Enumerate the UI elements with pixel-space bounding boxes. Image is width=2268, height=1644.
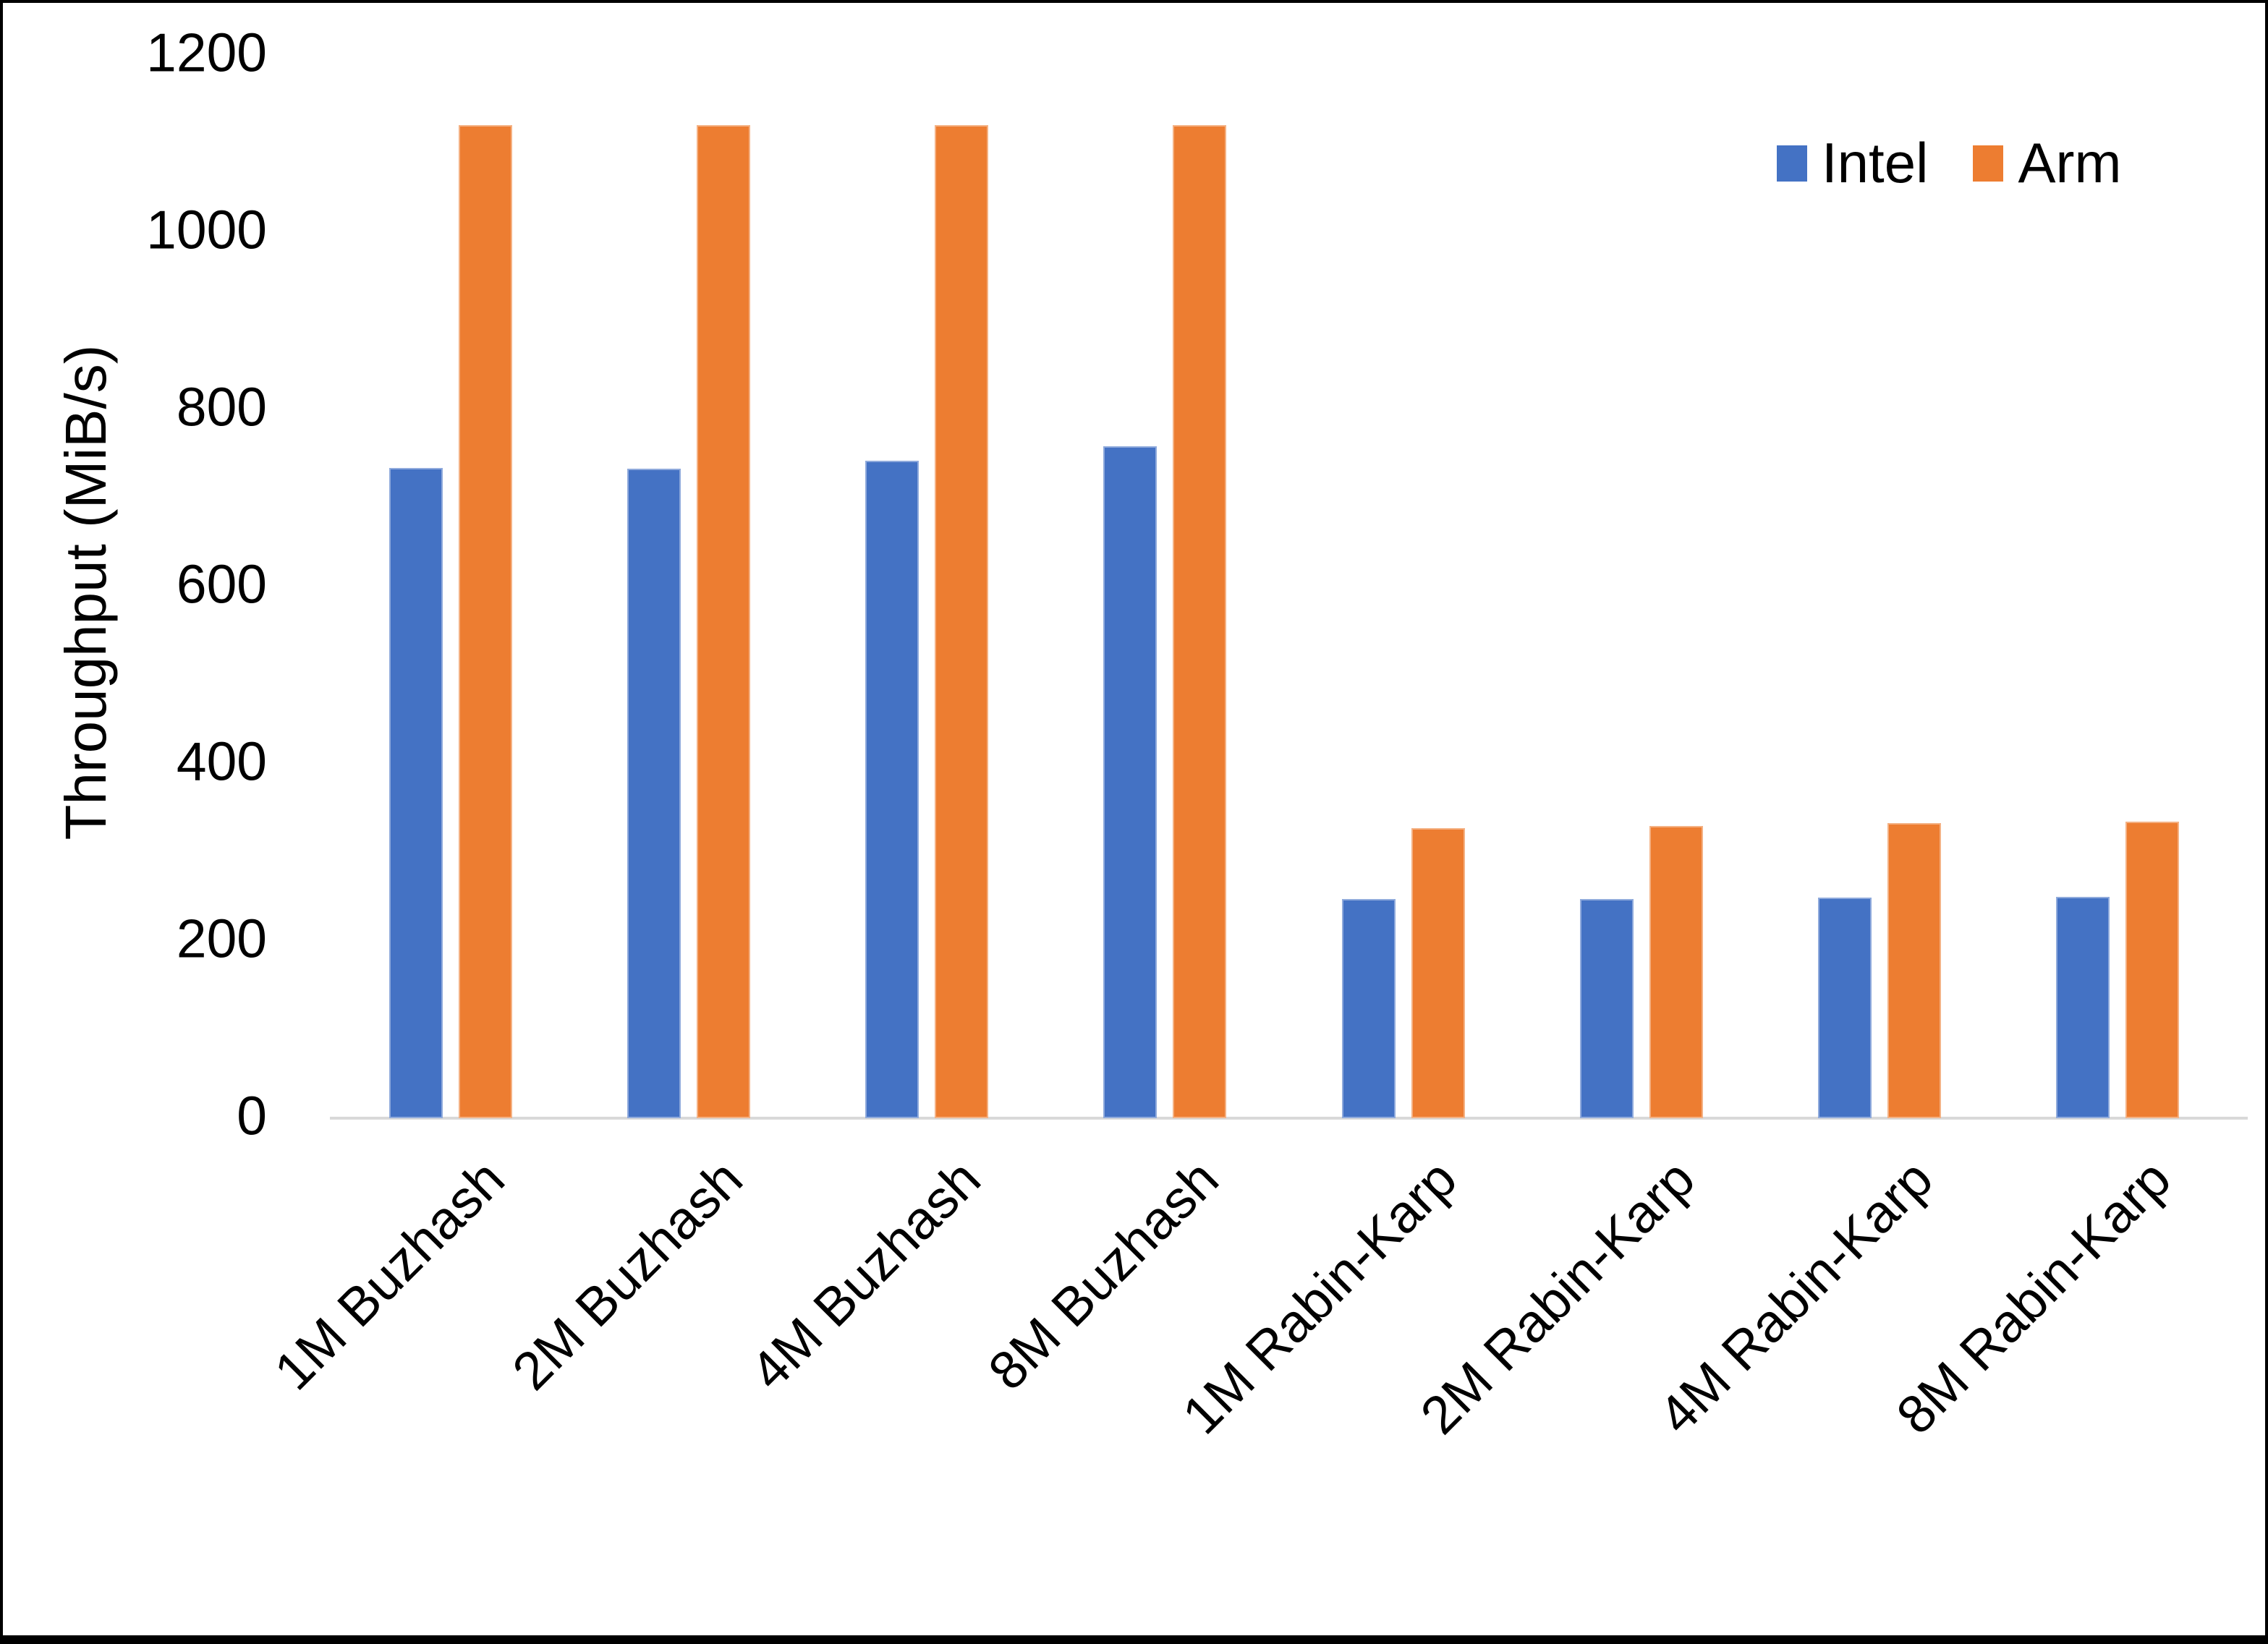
bar-arm-2m-buzhash	[697, 124, 751, 1118]
bar-arm-1m-buzhash	[459, 124, 512, 1118]
x-tick-label-4m-buzhash: 4M Buzhash	[739, 1148, 992, 1402]
legend-swatch-intel	[1777, 145, 1807, 182]
y-tick-label-400: 400	[176, 731, 267, 792]
bar-arm-4m-rabin-karp	[1887, 823, 1941, 1118]
bar-arm-2m-rabin-karp	[1649, 825, 1703, 1118]
bar-intel-4m-rabin-karp	[1817, 897, 1872, 1118]
bar-intel-8m-rabin-karp	[2056, 896, 2110, 1118]
x-tick-label-2m-buzhash: 2M Buzhash	[500, 1148, 754, 1402]
y-tick-label-600: 600	[176, 553, 267, 615]
bar-intel-2m-rabin-karp	[1579, 899, 1634, 1118]
y-tick-label-200: 200	[176, 908, 267, 969]
legend-item-arm: Arm	[1973, 130, 2121, 196]
bar-intel-8m-buzhash	[1103, 446, 1158, 1118]
x-tick-label-1m-buzhash: 1M Buzhash	[262, 1148, 516, 1402]
legend-label-arm: Arm	[2018, 131, 2122, 195]
y-tick-label-0: 0	[237, 1085, 267, 1146]
bar-intel-4m-buzhash	[865, 461, 919, 1118]
bar-arm-8m-rabin-karp	[2125, 821, 2179, 1118]
bar-arm-1m-rabin-karp	[1411, 828, 1465, 1118]
y-tick-label-1200: 1200	[146, 22, 267, 83]
bar-arm-8m-buzhash	[1173, 124, 1227, 1118]
legend-label-intel: Intel	[1822, 131, 1929, 195]
legend-item-intel: Intel	[1777, 130, 1928, 196]
y-tick-label-1000: 1000	[146, 199, 267, 260]
legend-swatch-arm	[1973, 145, 2004, 182]
y-tick-label-800: 800	[176, 376, 267, 438]
x-axis-line	[330, 1117, 2248, 1120]
bar-intel-2m-buzhash	[627, 469, 681, 1118]
bar-intel-1m-rabin-karp	[1341, 899, 1396, 1118]
legend: Intel Arm	[1777, 130, 2121, 196]
bar-arm-4m-buzhash	[935, 124, 989, 1118]
x-tick-label-8m-buzhash: 8M Buzhash	[977, 1148, 1230, 1402]
bar-intel-1m-buzhash	[389, 467, 443, 1118]
